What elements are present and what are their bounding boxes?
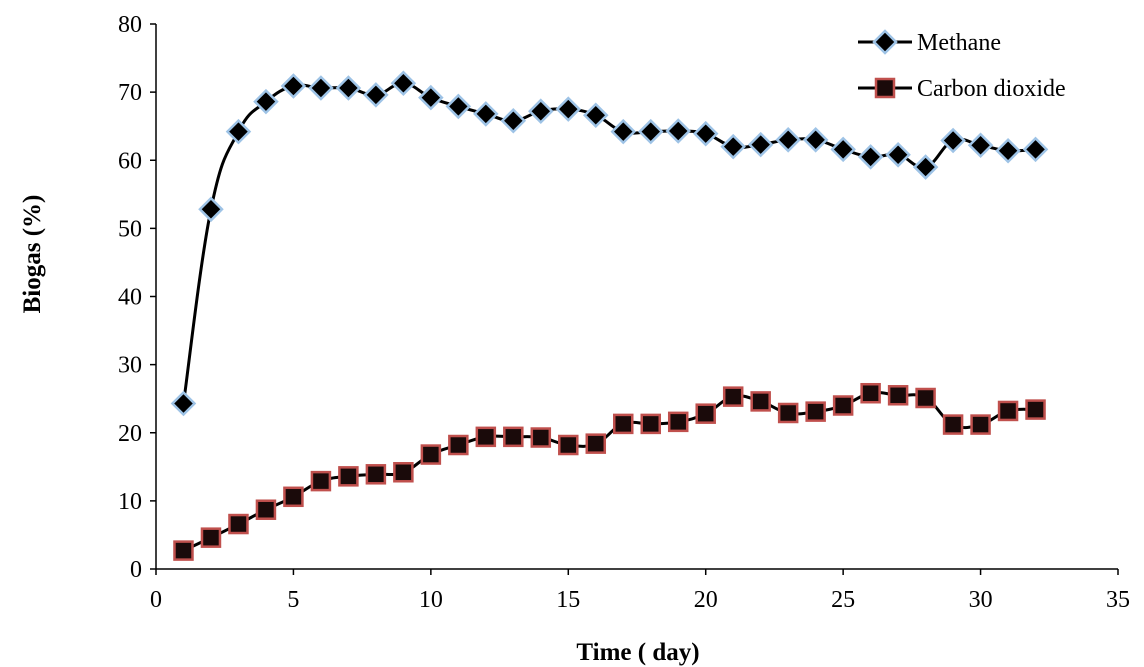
data-point <box>747 131 774 158</box>
data-point <box>473 101 499 127</box>
data-point <box>585 433 607 454</box>
data-point <box>253 88 279 115</box>
data-point <box>280 73 307 99</box>
data-point <box>885 142 911 168</box>
data-point <box>805 401 826 422</box>
legend: Methane Carbon dioxide <box>858 29 1066 102</box>
data-point <box>255 499 277 520</box>
data-point <box>610 118 637 145</box>
data-point <box>777 402 799 424</box>
data-point <box>665 118 691 144</box>
data-point <box>445 93 472 120</box>
y-tick-label: 80 <box>118 12 142 38</box>
y-tick-label: 70 <box>118 80 142 106</box>
axes: 0 10 20 30 40 50 60 70 80 0 5 10 15 20 25 30 35 <box>118 12 1130 613</box>
data-point <box>995 137 1021 164</box>
data-point <box>692 120 719 147</box>
data-point <box>860 382 881 404</box>
data-point <box>887 385 909 406</box>
data-point <box>365 464 387 485</box>
data-point <box>448 434 469 456</box>
y-tick-label: 30 <box>118 353 142 379</box>
data-point <box>503 426 524 448</box>
data-point <box>1025 399 1046 420</box>
data-point <box>613 413 634 435</box>
data-point <box>667 411 689 433</box>
data-point <box>830 136 856 163</box>
data-point <box>500 107 527 134</box>
x-tick-label: 5 <box>287 587 299 613</box>
data-point <box>558 434 579 456</box>
data-point <box>390 70 417 97</box>
data-point <box>637 118 664 145</box>
data-point <box>418 84 444 111</box>
y-axis-title: Biogas (%) <box>19 195 46 314</box>
data-point <box>775 127 801 153</box>
x-tick-label: 35 <box>1106 587 1130 613</box>
series-methane <box>170 70 1049 417</box>
x-tick-label: 30 <box>969 587 993 613</box>
data-point <box>283 486 304 508</box>
x-tick-label: 25 <box>831 587 855 613</box>
y-tick-label: 40 <box>118 285 142 311</box>
x-tick-label: 10 <box>419 587 443 613</box>
data-point <box>750 391 771 412</box>
data-point <box>170 390 197 417</box>
data-point <box>475 426 497 448</box>
data-point <box>363 82 389 108</box>
data-point <box>173 540 194 561</box>
legend-label: Carbon dioxide <box>917 76 1066 102</box>
data-point <box>802 127 829 153</box>
data-point <box>555 96 582 122</box>
data-point <box>720 133 746 160</box>
data-point <box>695 403 716 424</box>
legend-item: Methane <box>858 29 1001 56</box>
data-point <box>940 127 966 154</box>
data-point <box>942 414 964 435</box>
legend-item: Carbon dioxide <box>858 76 1066 102</box>
y-tick-label: 60 <box>118 148 142 174</box>
series-layer <box>170 70 1049 561</box>
legend-marker <box>874 77 896 99</box>
x-tick-label: 20 <box>694 587 718 613</box>
data-point <box>997 400 1019 422</box>
data-point <box>198 196 224 223</box>
data-point <box>200 527 222 548</box>
data-point <box>225 118 252 145</box>
data-point <box>338 466 359 487</box>
data-point <box>912 154 939 180</box>
data-point <box>722 386 744 407</box>
data-point <box>228 513 249 535</box>
x-tick-label: 0 <box>150 587 162 613</box>
y-tick-label: 10 <box>118 489 142 515</box>
data-point <box>915 387 936 409</box>
y-tick-label: 0 <box>130 557 142 583</box>
data-point <box>970 414 991 435</box>
data-point <box>832 395 854 416</box>
data-point <box>967 132 994 159</box>
y-tick-label: 50 <box>118 216 142 242</box>
data-point <box>420 444 442 465</box>
data-point <box>530 427 552 448</box>
data-point <box>583 102 609 129</box>
data-point <box>335 75 362 101</box>
x-tick-label: 15 <box>556 587 580 613</box>
data-point <box>528 98 554 124</box>
legend-marker <box>872 29 898 55</box>
y-tick-label: 20 <box>118 421 142 447</box>
data-point <box>640 413 661 435</box>
legend-label: Methane <box>917 30 1001 56</box>
data-point <box>310 470 332 492</box>
x-axis-title: Time ( day) <box>576 639 699 666</box>
data-point <box>393 462 414 483</box>
series-carbon-dioxide <box>173 382 1046 561</box>
data-point <box>1022 136 1049 163</box>
data-point <box>857 144 884 170</box>
data-point <box>308 75 334 101</box>
series-line <box>182 81 1036 404</box>
